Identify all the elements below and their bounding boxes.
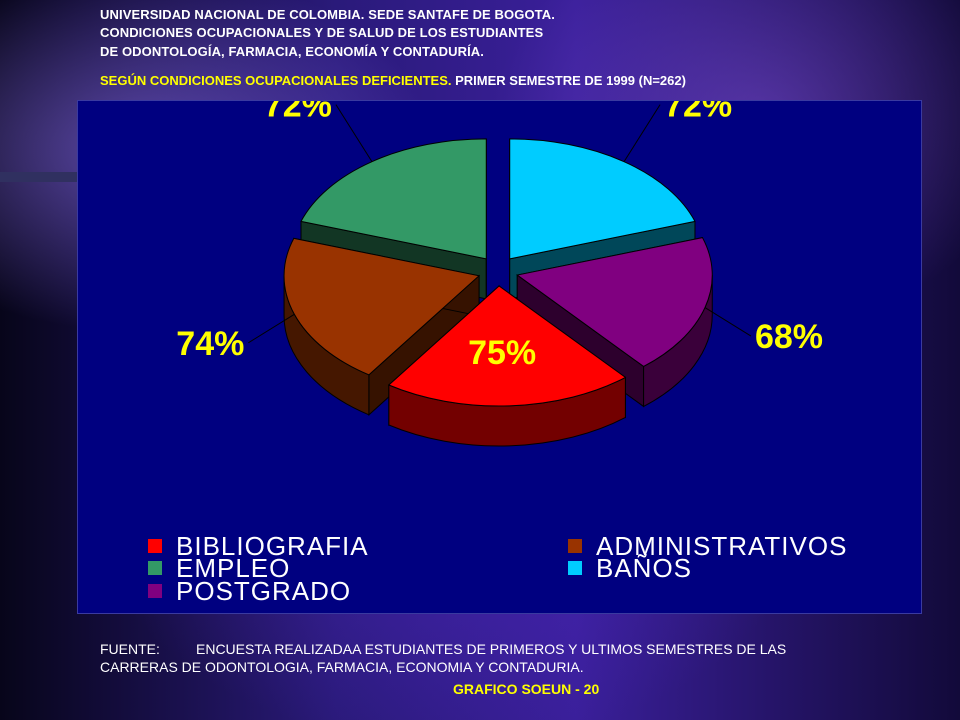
- legend-label: ADMINISTRATIVOS: [596, 531, 848, 561]
- pie-label-administrativos: 74%: [176, 325, 244, 363]
- header-line-1: UNIVERSIDAD NACIONAL DE COLOMBIA. SEDE S…: [100, 7, 555, 22]
- pie-slice-administrativos: [283, 237, 481, 376]
- pie-chart: 72% 68% 75% 74% 72%: [176, 101, 823, 447]
- subtitle-highlight: SEGÚN CONDICIONES OCUPACIONALES DEFICIEN…: [100, 73, 452, 88]
- legend-swatch: [568, 539, 582, 553]
- legend-item-postgrado: POSTGRADO: [148, 576, 352, 606]
- legend-item-empleo: EMPLEO: [148, 553, 291, 583]
- pie-tops: [283, 138, 713, 407]
- chart-panel: 72% 68% 75% 74% 72% BIBLIOGRAFIA ADMINISTRATI…: [77, 100, 922, 614]
- pie-leader-line: [623, 104, 661, 162]
- pie-label-bibliografia: 75%: [468, 334, 536, 372]
- header-line-3: DE ODONTOLOGÍA, FARMACIA, ECONOMÍA Y CON…: [100, 44, 484, 59]
- legend-item-bibliografia: BIBLIOGRAFIA: [148, 531, 369, 561]
- pie-slice-empleo: [300, 138, 487, 260]
- subtitle-rest: PRIMER SEMESTRE DE 1999 (N=262): [451, 73, 686, 88]
- pie-label-postgrado: 68%: [755, 318, 823, 356]
- pie-slice-postgrado: [516, 237, 713, 368]
- legend-label: BAÑOS: [596, 553, 693, 583]
- pie-leader-line: [704, 307, 752, 337]
- pie-leader-line: [335, 104, 373, 162]
- legend-label: EMPLEO: [176, 553, 291, 583]
- footer-label: FUENTE:: [100, 641, 160, 657]
- legend-item-administrativos: ADMINISTRATIVOS: [568, 531, 848, 561]
- footer-source-line-2: CARRERAS DE ODONTOLOGIA, FARMACIA, ECONO…: [100, 659, 584, 675]
- legend-item-baos: BAÑOS: [568, 553, 693, 583]
- pie-labels: 72% 68% 75% 74% 72%: [176, 101, 823, 372]
- legend-label: BIBLIOGRAFIA: [176, 531, 369, 561]
- legend-swatch: [148, 539, 162, 553]
- legend-label: POSTGRADO: [176, 576, 352, 606]
- decorative-bar: [0, 172, 78, 182]
- pie-label-baos: 72%: [664, 101, 732, 125]
- legend-swatch: [148, 584, 162, 598]
- header-line-2: CONDICIONES OCUPACIONALES Y DE SALUD DE …: [100, 25, 544, 40]
- pie-label-empleo: 72%: [264, 101, 332, 125]
- legend-swatch: [568, 561, 582, 575]
- legend-swatch: [148, 561, 162, 575]
- pie-slice-baos: [509, 138, 696, 260]
- pie-leader-line: [248, 313, 295, 344]
- pie-slice-bibliografia: [387, 285, 627, 407]
- chart-subtitle: SEGÚN CONDICIONES OCUPACIONALES DEFICIEN…: [100, 73, 686, 88]
- footer-graphic-code: GRAFICO SOEUN - 20: [453, 681, 600, 697]
- footer-source-line-1: ENCUESTA REALIZADAA ESTUDIANTES DE PRIME…: [196, 641, 787, 657]
